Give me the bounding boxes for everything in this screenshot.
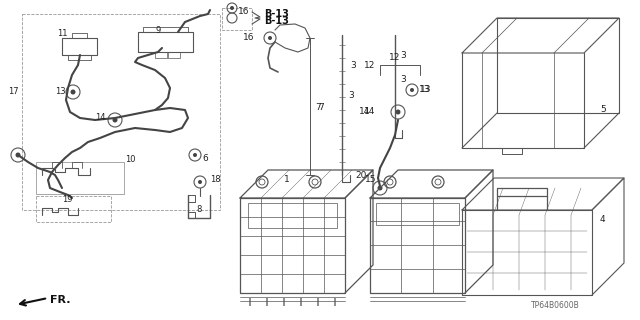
Bar bbox=[222, 8, 252, 30]
Circle shape bbox=[378, 186, 383, 190]
Circle shape bbox=[70, 90, 76, 94]
Circle shape bbox=[230, 6, 234, 10]
Text: FR.: FR. bbox=[50, 295, 70, 305]
Circle shape bbox=[317, 302, 319, 303]
Text: 3: 3 bbox=[350, 60, 356, 69]
Text: 9: 9 bbox=[156, 26, 161, 35]
Text: B-13: B-13 bbox=[264, 9, 289, 19]
Text: 3: 3 bbox=[400, 51, 406, 60]
Text: 20: 20 bbox=[355, 171, 366, 180]
Circle shape bbox=[284, 305, 285, 306]
Circle shape bbox=[15, 153, 20, 157]
Circle shape bbox=[317, 299, 319, 300]
Text: 13: 13 bbox=[55, 87, 66, 97]
Text: 13: 13 bbox=[420, 85, 431, 94]
Circle shape bbox=[198, 180, 202, 184]
Text: 5: 5 bbox=[600, 106, 605, 115]
Circle shape bbox=[284, 299, 285, 300]
Bar bbox=[22, 14, 220, 210]
Text: 17: 17 bbox=[8, 87, 19, 97]
Circle shape bbox=[396, 109, 401, 115]
Bar bbox=[248, 203, 337, 228]
Text: 7: 7 bbox=[318, 103, 324, 113]
Text: 7: 7 bbox=[315, 103, 321, 113]
Text: 14: 14 bbox=[364, 108, 375, 116]
Text: 1: 1 bbox=[284, 175, 290, 185]
Text: 15: 15 bbox=[365, 175, 376, 185]
Text: B-13: B-13 bbox=[264, 16, 289, 26]
Circle shape bbox=[268, 36, 272, 40]
Circle shape bbox=[266, 305, 268, 306]
Text: 12: 12 bbox=[389, 53, 401, 62]
Text: 14: 14 bbox=[358, 108, 370, 116]
Text: 11: 11 bbox=[57, 29, 67, 38]
Circle shape bbox=[113, 117, 118, 123]
Text: 19: 19 bbox=[62, 196, 72, 204]
Circle shape bbox=[284, 300, 285, 301]
Circle shape bbox=[266, 302, 268, 303]
Text: 13: 13 bbox=[419, 85, 431, 94]
Text: 3: 3 bbox=[348, 91, 354, 100]
Text: 4: 4 bbox=[600, 215, 605, 225]
Circle shape bbox=[266, 299, 268, 300]
Circle shape bbox=[317, 300, 319, 301]
Text: 12: 12 bbox=[364, 61, 376, 70]
Bar bbox=[36, 196, 111, 222]
Bar bbox=[376, 203, 459, 225]
Bar bbox=[36, 162, 124, 194]
Circle shape bbox=[193, 153, 197, 157]
Circle shape bbox=[410, 88, 414, 92]
Text: TP64B0600B: TP64B0600B bbox=[531, 301, 580, 310]
Text: 10: 10 bbox=[125, 156, 136, 164]
Text: 3: 3 bbox=[400, 76, 406, 84]
Text: 6: 6 bbox=[202, 154, 208, 163]
Text: 18: 18 bbox=[210, 175, 221, 185]
Circle shape bbox=[317, 305, 319, 306]
Circle shape bbox=[284, 302, 285, 303]
Circle shape bbox=[266, 300, 268, 301]
Text: 8: 8 bbox=[196, 205, 202, 214]
Text: 16: 16 bbox=[238, 7, 250, 16]
Text: 16: 16 bbox=[243, 34, 254, 43]
Text: 14: 14 bbox=[95, 114, 106, 123]
